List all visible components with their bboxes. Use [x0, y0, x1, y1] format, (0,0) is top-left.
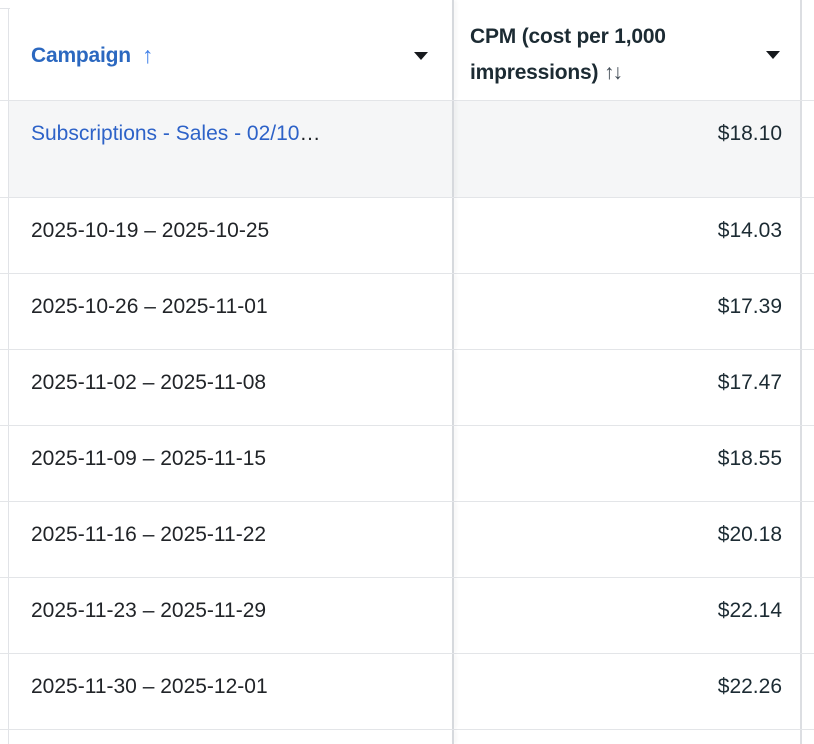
- cpm-value: $20.18: [717, 523, 782, 546]
- cpm-column-label[interactable]: CPM (cost per 1,000 impressions) ↑↓: [470, 19, 750, 91]
- table-row-campaign-summary: Subscriptions - Sales - 02/10… $18.10: [0, 101, 814, 198]
- date-range-cell: 2025-10-26 – 2025-11-01: [9, 274, 452, 349]
- cpm-column-header[interactable]: CPM (cost per 1,000 impressions) ↑↓: [454, 0, 802, 100]
- campaign-column-header[interactable]: Campaign ↑: [9, 0, 452, 100]
- right-gutter-column: [802, 350, 814, 425]
- cpm-value: $18.55: [717, 447, 782, 470]
- table-row: 2025-11-23 – 2025-11-29 $22.14: [0, 578, 814, 654]
- left-gutter-column: [0, 101, 9, 197]
- left-gutter-column: [0, 0, 9, 100]
- sort-both-directions-icon: ↑↓: [603, 61, 623, 84]
- table-row: 2025-11-09 – 2025-11-15 $18.55: [0, 426, 814, 502]
- frozen-column-divider: [452, 198, 454, 273]
- table-row: 2025-11-16 – 2025-11-22 $20.18: [0, 502, 814, 578]
- date-range-cell: 2025-11-16 – 2025-11-22: [9, 502, 452, 577]
- table-row: 2025-11-02 – 2025-11-08 $17.47: [0, 350, 814, 426]
- right-gutter-column: [802, 730, 814, 744]
- date-range-cell: 2025-10-19 – 2025-10-25: [9, 198, 452, 273]
- truncation-ellipsis: …: [299, 122, 321, 145]
- campaign-name-link[interactable]: Subscriptions - Sales - 02/10: [31, 122, 300, 145]
- left-gutter-column: [0, 426, 9, 501]
- date-range-cell: 2025-11-23 – 2025-11-29: [9, 578, 452, 653]
- left-gutter-column: [0, 274, 9, 349]
- campaign-column-label[interactable]: Campaign: [31, 44, 131, 67]
- campaign-header-dropdown-caret-icon[interactable]: [414, 52, 428, 60]
- cpm-value-cell: $18.55: [454, 426, 802, 501]
- cpm-value: $22.26: [717, 675, 782, 698]
- cpm-value: $17.39: [717, 295, 782, 318]
- left-gutter-column: [0, 654, 9, 729]
- table-corner-patch: [0, 0, 10, 9]
- table-row: 2025-11-30 – 2025-12-01 $22.26: [0, 654, 814, 730]
- cpm-value: $17.47: [717, 371, 782, 394]
- frozen-column-divider: [452, 654, 454, 729]
- cpm-value-cell: $22.26: [454, 654, 802, 729]
- right-gutter-column: [802, 578, 814, 653]
- right-gutter-column: [802, 198, 814, 273]
- left-gutter-column: [0, 198, 9, 273]
- cpm-value-cell: $17.47: [454, 350, 802, 425]
- right-gutter-column: [802, 274, 814, 349]
- cpm-column-label-text: CPM (cost per 1,000 impressions): [470, 25, 666, 84]
- right-gutter-column: [802, 0, 814, 100]
- date-range: 2025-10-26 – 2025-11-01: [31, 295, 268, 318]
- date-range-cell: 2025-11-02 – 2025-11-08: [9, 350, 452, 425]
- cpm-value-cell: $18.10: [454, 101, 802, 197]
- date-range-cell: [9, 730, 452, 744]
- date-range: 2025-10-19 – 2025-10-25: [31, 219, 270, 242]
- cpm-value-cell: [454, 730, 802, 744]
- left-gutter-column: [0, 730, 9, 744]
- campaign-name-cell: Subscriptions - Sales - 02/10…: [9, 101, 452, 197]
- sort-ascending-icon: ↑: [141, 41, 154, 68]
- date-range: 2025-11-23 – 2025-11-29: [31, 599, 267, 622]
- table-row: 2025-10-19 – 2025-10-25 $14.03: [0, 198, 814, 274]
- right-gutter-column: [802, 101, 814, 197]
- table-row-partial: [0, 730, 814, 744]
- cpm-value: $18.10: [717, 122, 782, 145]
- frozen-column-divider: [452, 350, 454, 425]
- campaign-name-wrap: Subscriptions - Sales - 02/10…: [9, 101, 452, 146]
- left-gutter-column: [0, 578, 9, 653]
- right-gutter-column: [802, 502, 814, 577]
- right-gutter-column: [802, 654, 814, 729]
- frozen-column-divider: [452, 426, 454, 501]
- date-range-cell: 2025-11-30 – 2025-12-01: [9, 654, 452, 729]
- frozen-column-divider: [452, 101, 454, 197]
- cpm-value: $22.14: [717, 599, 782, 622]
- frozen-column-divider: [452, 730, 454, 744]
- cpm-value-cell: $17.39: [454, 274, 802, 349]
- date-range: 2025-11-16 – 2025-11-22: [31, 523, 267, 546]
- right-gutter-column: [802, 426, 814, 501]
- table-row: 2025-10-26 – 2025-11-01 $17.39: [0, 274, 814, 350]
- frozen-column-divider: [452, 578, 454, 653]
- left-gutter-column: [0, 502, 9, 577]
- cpm-value-cell: $22.14: [454, 578, 802, 653]
- date-range: 2025-11-02 – 2025-11-08: [31, 371, 267, 394]
- table-header-row: Campaign ↑ CPM (cost per 1,000 impressio…: [0, 0, 814, 101]
- cpm-header-dropdown-caret-icon[interactable]: [766, 51, 780, 59]
- frozen-column-divider[interactable]: [452, 0, 454, 100]
- cpm-value-cell: $14.03: [454, 198, 802, 273]
- frozen-column-divider: [452, 502, 454, 577]
- date-range-cell: 2025-11-09 – 2025-11-15: [9, 426, 452, 501]
- left-gutter-column: [0, 350, 9, 425]
- date-range: 2025-11-09 – 2025-11-15: [31, 447, 267, 470]
- date-range: 2025-11-30 – 2025-12-01: [31, 675, 268, 698]
- cpm-value: $14.03: [717, 219, 782, 242]
- frozen-column-divider: [452, 274, 454, 349]
- cpm-value-cell: $20.18: [454, 502, 802, 577]
